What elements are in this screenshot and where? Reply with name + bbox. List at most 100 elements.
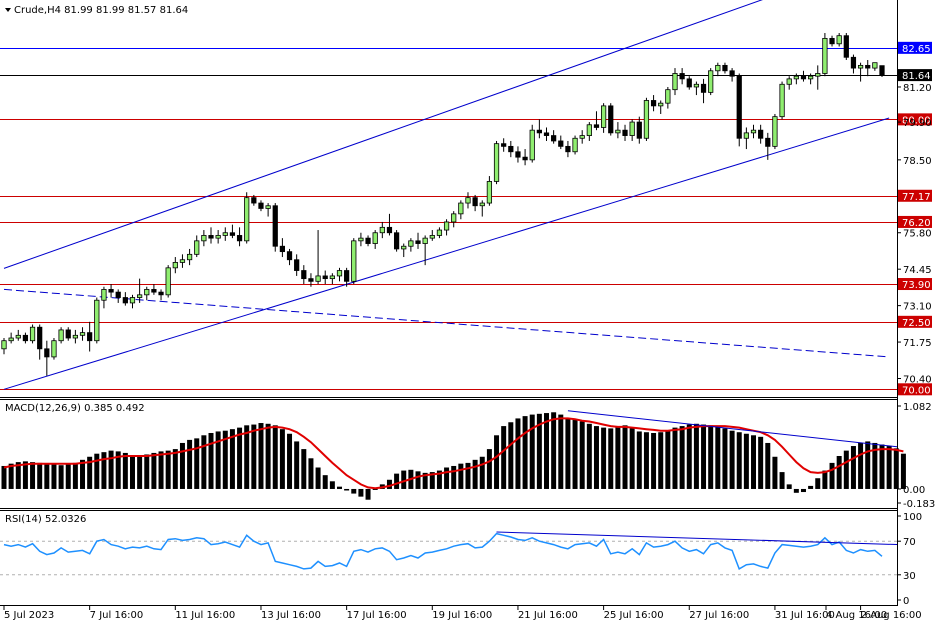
candle [679,68,685,85]
price-level-tag [898,315,932,328]
candle-body [272,205,278,247]
candle-body [829,37,835,45]
candle [29,324,36,344]
macd-bar [679,426,685,489]
candle [486,176,493,206]
macd-bar [72,462,78,489]
macd-axis: 1.082 0.00 -0.183 [897,402,935,510]
macd-bar [172,449,178,489]
current-price-tag [898,69,932,82]
price-level-tag [898,189,932,202]
candle [458,200,464,220]
macd-bar [436,470,442,489]
candle-body [822,37,828,74]
candle [151,284,157,295]
candle-body [636,121,642,139]
candle-body [808,75,814,80]
candle-body [729,70,735,77]
macd-bar [843,450,849,489]
macd-bar [465,462,471,489]
candle [265,203,271,217]
candle [586,122,592,141]
macd-bar [879,444,885,489]
candle-body [693,83,700,88]
macd-bar [701,424,707,489]
candle-body [750,129,757,134]
macd-bar [822,470,828,489]
macd-bar [672,427,678,489]
macd-bar [244,425,250,489]
time-tick-label: 25 Jul 16:00 [604,610,664,621]
candle [536,119,542,139]
candle-body [15,334,21,339]
macd-bar [179,442,185,489]
price-level-label: 82.65 [902,44,931,55]
candle [729,68,735,82]
candle-body [872,62,878,69]
candle [836,32,842,47]
time-tick-label: 11 Jul 16:00 [175,610,235,621]
descending-dashed-line [3,288,890,358]
macd-bar [215,431,221,489]
macd-bar [422,472,428,489]
rsi-tick-label: 70 [903,537,916,548]
candle [565,140,571,158]
candle-body [179,259,186,263]
candle-body [236,235,243,242]
candle [244,192,250,244]
macd-bar [58,465,64,489]
candle [593,111,600,131]
macd-bar [237,427,243,489]
candle-body [558,140,564,147]
macd-bar [758,436,764,489]
macd-bar [836,455,842,489]
candle-body [615,129,621,134]
price-level-tag [898,278,932,291]
candle-body [244,197,250,242]
macd-bar [165,450,171,489]
candle [758,124,764,144]
candle-body [800,75,807,80]
symbol-label: Crude,H4 81.99 81.99 81.57 81.64 [14,5,188,16]
candle [358,232,364,247]
candle-body [94,299,100,342]
candle-body [72,334,78,339]
chevron-down-icon[interactable] [5,8,11,12]
price-level-label: 77.17 [902,192,931,203]
rsi-label: RSI(14) 52.0326 [5,514,86,525]
candle-body [843,35,849,58]
macd-bar [272,425,278,489]
macd-bar [779,472,785,489]
candle-body [101,289,107,301]
macd-bar [8,463,14,489]
candle [693,81,700,96]
candles [1,32,885,376]
candle-body [401,245,407,250]
candle [294,254,300,276]
candle-body [679,73,685,80]
macd-bar [751,435,757,489]
candle-body [486,181,493,204]
macd-bar [865,441,871,489]
price-level-label: 70.00 [902,385,931,396]
candle [843,32,849,60]
candle [736,73,742,147]
candle [629,119,635,141]
channel-upper-line [3,0,763,269]
candle [451,211,457,228]
macd-bar [729,430,735,489]
macd-bar [793,488,799,493]
candle-body [37,326,43,350]
candle [215,230,221,244]
macd-bar [287,433,293,489]
candle-body [165,267,171,296]
candle [815,65,821,90]
candle-body [358,237,364,242]
macd-bar [772,456,778,489]
macd-bar [101,452,107,489]
candle-body [308,278,314,282]
rsi-axis: 100 70 30 0 [897,512,922,607]
macd-bar [122,452,128,489]
macd-bar [336,486,342,489]
